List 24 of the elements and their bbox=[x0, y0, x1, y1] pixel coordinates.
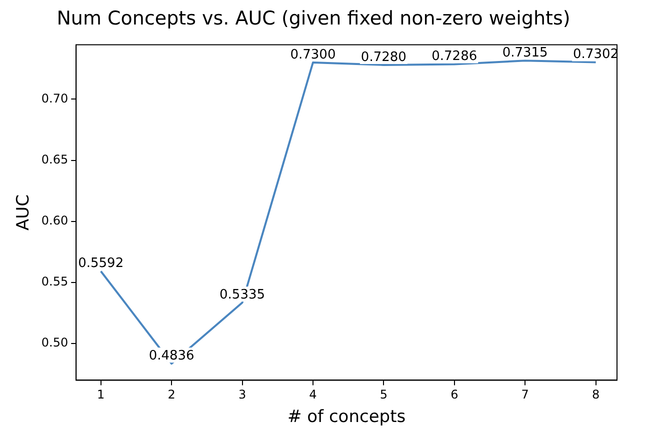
x-tick-label: 4 bbox=[309, 388, 317, 402]
x-axis-title: # of concepts bbox=[288, 407, 406, 428]
y-tick-label: 0.70 bbox=[41, 91, 68, 106]
data-label: 0.7315 bbox=[502, 46, 548, 61]
y-tick-label: 0.60 bbox=[41, 213, 68, 228]
chart-title: Num Concepts vs. AUC (given fixed non-zero weights) bbox=[56, 7, 570, 30]
y-tick-label: 0.50 bbox=[41, 336, 68, 350]
data-label: 0.5592 bbox=[78, 256, 124, 272]
x-tick-label: 3 bbox=[238, 388, 246, 402]
x-tick-label: 2 bbox=[168, 388, 176, 402]
x-tick-label: 1 bbox=[97, 388, 105, 402]
y-tick-label: 0.65 bbox=[41, 152, 68, 166]
x-tick-label: 6 bbox=[450, 388, 458, 402]
data-label: 0.7300 bbox=[290, 47, 336, 62]
x-tick-label: 5 bbox=[380, 388, 388, 402]
x-tick-label: 8 bbox=[592, 388, 600, 402]
data-label: 0.7280 bbox=[360, 50, 406, 65]
y-axis-title: AUC bbox=[14, 194, 34, 230]
data-label: 0.5335 bbox=[220, 287, 266, 302]
y-tick-label: 0.55 bbox=[41, 274, 68, 289]
data-label: 0.4836 bbox=[148, 348, 194, 364]
data-label: 0.7302 bbox=[573, 47, 619, 62]
x-tick-label: 7 bbox=[521, 388, 529, 402]
data-label: 0.7286 bbox=[432, 49, 478, 64]
